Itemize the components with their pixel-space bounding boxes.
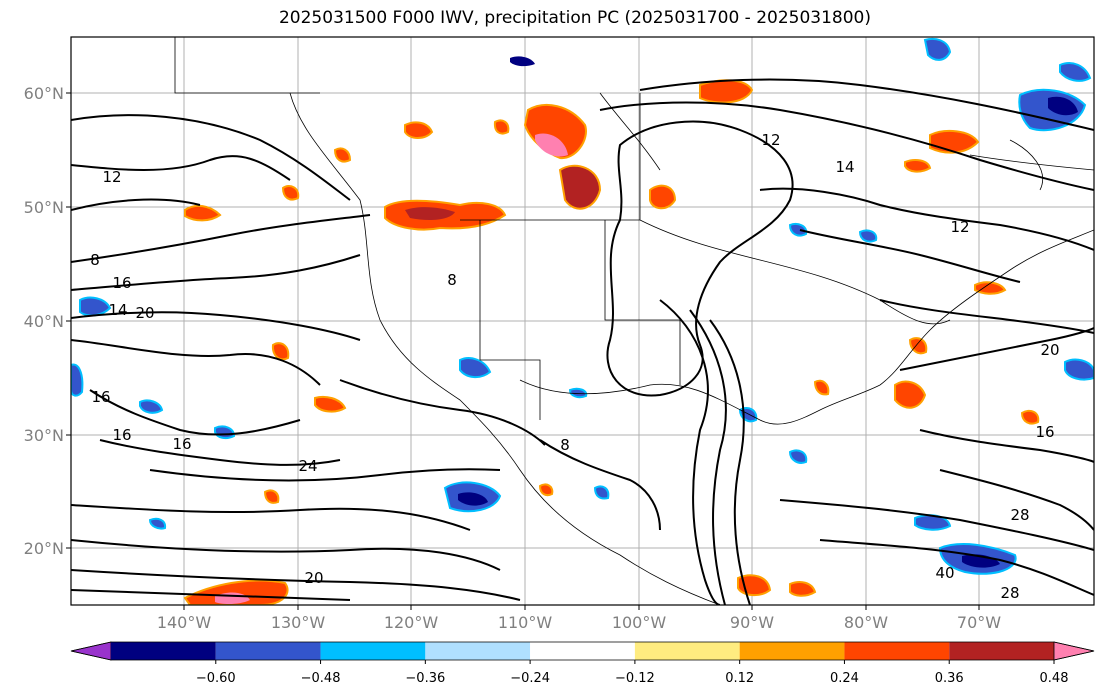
colorbar-tick-label: 0.12 xyxy=(725,671,754,686)
contour-label: 12 xyxy=(761,131,780,149)
colorbar xyxy=(70,641,1095,661)
colorbar-tick-label: −0.60 xyxy=(196,671,236,686)
graticule xyxy=(71,37,1094,605)
contour-label: 14 xyxy=(835,158,854,176)
lon-label: 130°W xyxy=(271,613,326,632)
lon-label: 100°W xyxy=(612,613,667,632)
colorbar-tick-label: 0.48 xyxy=(1040,671,1069,686)
contour-label: 8 xyxy=(447,271,457,289)
contour-label: 16 xyxy=(91,388,110,406)
colorbar-tick-label: −0.48 xyxy=(301,671,341,686)
colorbar-segment xyxy=(634,642,740,660)
colorbar-segment xyxy=(425,642,531,660)
coastlines-and-borders xyxy=(174,37,1094,605)
colorbar-tick-label: −0.12 xyxy=(615,671,655,686)
lon-label: 120°W xyxy=(384,613,439,632)
contour-label: 8 xyxy=(90,251,100,269)
colorbar-segment xyxy=(739,642,845,660)
colorbar-tick-labels: −0.60 −0.48 −0.36 −0.24 −0.12 0.12 0.24 0.36 0.4… xyxy=(196,660,1069,686)
lon-label: 70°W xyxy=(957,613,1001,632)
colorbar-segment xyxy=(215,642,321,660)
lat-label: 50°N xyxy=(24,198,64,217)
contour-label: 24 xyxy=(298,457,317,475)
contour-label: 12 xyxy=(102,168,121,186)
colorbar-segment xyxy=(844,642,950,660)
colorbar-segment xyxy=(530,642,635,660)
contour-label: 40 xyxy=(935,564,954,582)
contour-label: 16 xyxy=(112,274,131,292)
lat-label: 40°N xyxy=(24,312,64,331)
colorbar-segment xyxy=(949,642,1054,660)
contour-label: 16 xyxy=(112,426,131,444)
contour-label: 28 xyxy=(1000,584,1019,602)
longitude-labels: 140°W 130°W 120°W 110°W 100°W 90°W 80°W 70°W xyxy=(157,613,1001,632)
colorbar-tick-label: −0.24 xyxy=(510,671,550,686)
iwv-contours xyxy=(71,78,1094,605)
latitude-labels: 60°N 50°N 40°N 30°N 20°N xyxy=(24,84,64,558)
precip-anomaly-fill xyxy=(71,37,1094,605)
axis-ticks xyxy=(66,92,980,610)
contour-label: 14 xyxy=(108,301,127,319)
contour-label: 20 xyxy=(304,569,323,587)
colorbar-tick-label: −0.36 xyxy=(405,671,445,686)
colorbar-tick-label: 0.36 xyxy=(935,671,964,686)
contour-label: 20 xyxy=(135,304,154,322)
contour-label: 16 xyxy=(1035,423,1054,441)
contour-label: 8 xyxy=(560,436,570,454)
lon-label: 90°W xyxy=(730,613,774,632)
colorbar-segment xyxy=(111,642,216,660)
lat-label: 20°N xyxy=(24,539,64,558)
colorbar-tick-label: 0.24 xyxy=(830,671,859,686)
contour-label: 28 xyxy=(1010,506,1029,524)
lat-label: 30°N xyxy=(24,426,64,445)
contour-label: 20 xyxy=(1040,341,1059,359)
map-title: 2025031500 F000 IWV, precipitation PC (2… xyxy=(278,8,871,28)
lon-label: 80°W xyxy=(844,613,888,632)
lat-label: 60°N xyxy=(24,84,64,103)
colorbar-segment xyxy=(320,642,426,660)
colorbar-outline xyxy=(70,641,1095,661)
colorbar-min-extension xyxy=(70,641,112,661)
contour-label: 12 xyxy=(950,218,969,236)
lon-label: 110°W xyxy=(498,613,553,632)
colorbar-max-extension xyxy=(1053,641,1095,661)
lon-label: 140°W xyxy=(157,613,212,632)
contour-label: 16 xyxy=(172,435,191,453)
